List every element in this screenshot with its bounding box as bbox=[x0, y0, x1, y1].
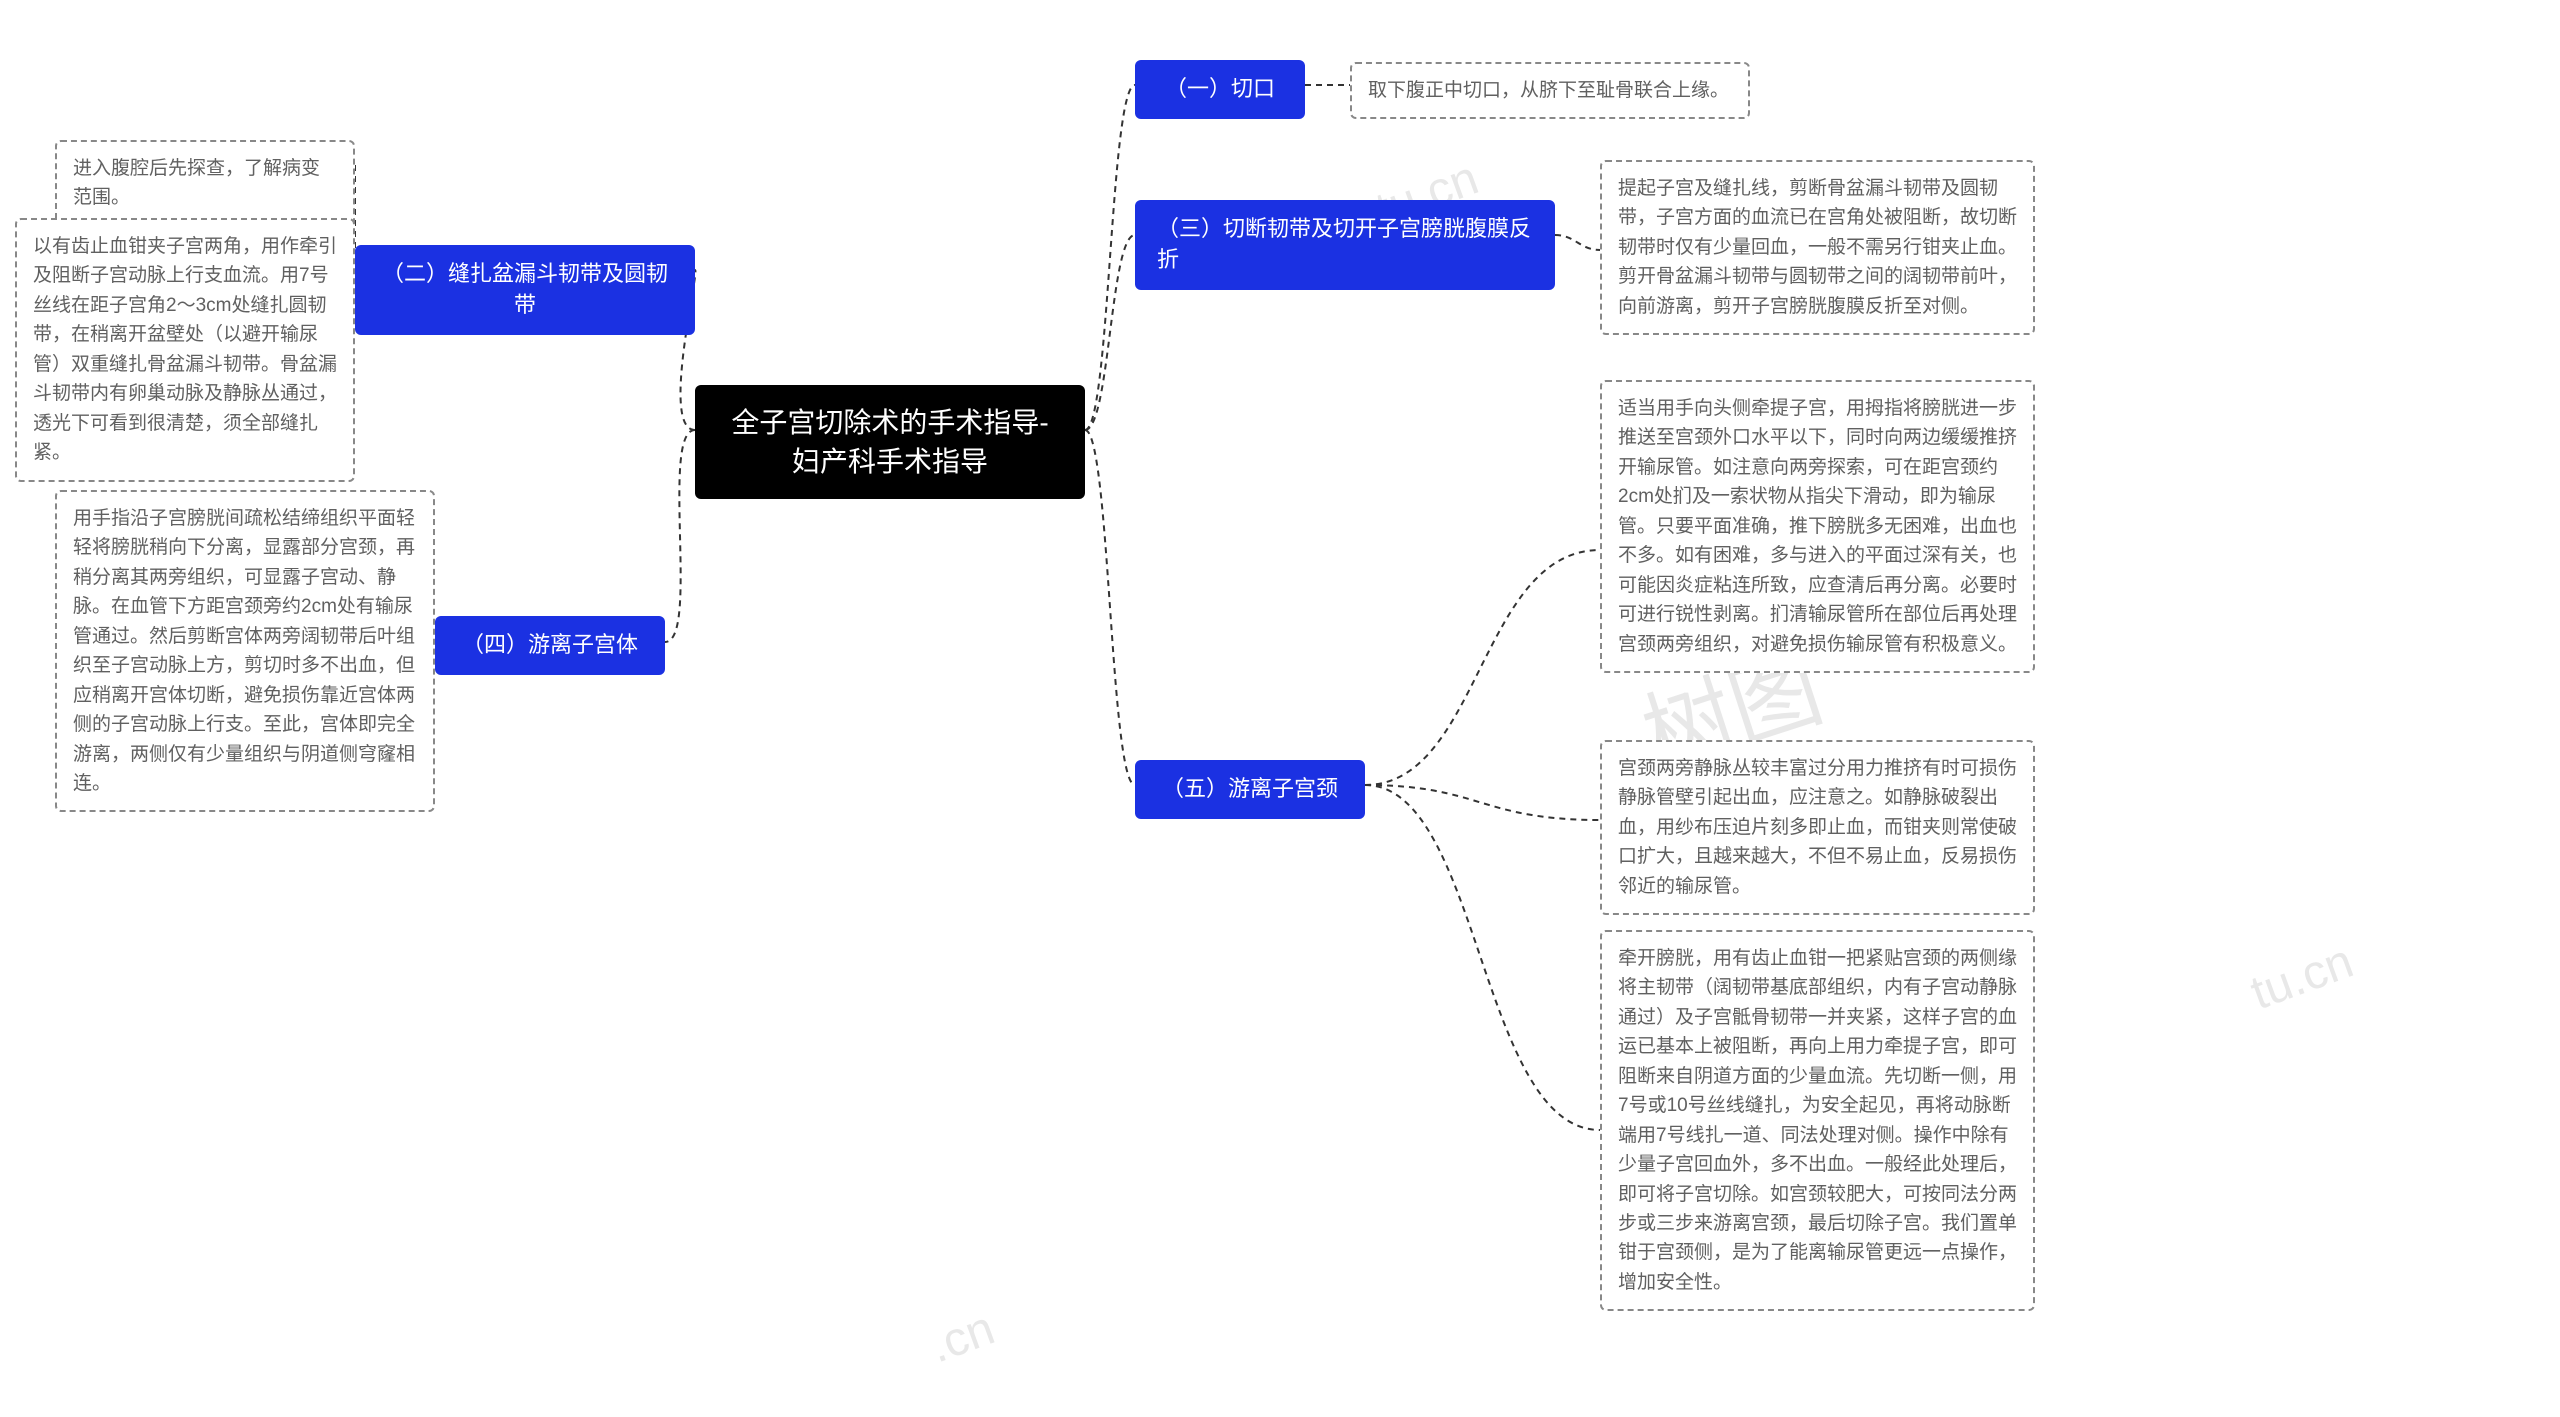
leaf-text: 提起子宫及缝扎线，剪断骨盆漏斗韧带及圆韧带，子宫方面的血流已在宫角处被阻断，故切… bbox=[1618, 178, 2017, 317]
section-1: （一）切口 bbox=[1135, 60, 1305, 119]
watermark: tu.cn bbox=[2244, 934, 2361, 1021]
section-3-label: （三）切断韧带及切开子宫膀胱腹膜反折 bbox=[1157, 216, 1531, 272]
section-4-leaf-a: 用手指沿子宫膀胱间疏松结缔组织平面轻轻将膀胱稍向下分离，显露部分宫颈，再稍分离其… bbox=[55, 490, 435, 812]
section-5-label: （五）游离子宫颈 bbox=[1162, 776, 1338, 801]
root-title: 全子宫切除术的手术指导-妇产科手术指导 bbox=[731, 407, 1048, 477]
section-4: （四）游离子宫体 bbox=[435, 616, 665, 675]
leaf-text: 以有齿止血钳夹子宫两角，用作牵引及阻断子宫动脉上行支血流。用7号丝线在距子宫角2… bbox=[33, 236, 337, 463]
watermark: .cn bbox=[923, 1301, 1002, 1375]
section-3: （三）切断韧带及切开子宫膀胱腹膜反折 bbox=[1135, 200, 1555, 290]
section-1-label: （一）切口 bbox=[1165, 76, 1275, 101]
section-2-leaf-a: 进入腹腔后先探查，了解病变范围。 bbox=[55, 140, 355, 227]
root-node: 全子宫切除术的手术指导-妇产科手术指导 bbox=[695, 385, 1085, 499]
section-5: （五）游离子宫颈 bbox=[1135, 760, 1365, 819]
section-2-label: （二）缝扎盆漏斗韧带及圆韧带 bbox=[382, 261, 668, 317]
section-1-leaf-a: 取下腹正中切口，从脐下至耻骨联合上缘。 bbox=[1350, 62, 1750, 119]
leaf-text: 牵开膀胱，用有齿止血钳一把紧贴宫颈的两侧缘将主韧带（阔韧带基底部组织，内有子宫动… bbox=[1618, 948, 2017, 1293]
section-5-leaf-c: 牵开膀胱，用有齿止血钳一把紧贴宫颈的两侧缘将主韧带（阔韧带基底部组织，内有子宫动… bbox=[1600, 930, 2035, 1311]
section-5-leaf-a: 适当用手向头侧牵提子宫，用拇指将膀胱进一步推送至宫颈外口水平以下，同时向两边缓缓… bbox=[1600, 380, 2035, 673]
leaf-text: 取下腹正中切口，从脐下至耻骨联合上缘。 bbox=[1368, 80, 1729, 101]
section-2: （二）缝扎盆漏斗韧带及圆韧带 bbox=[355, 245, 695, 335]
section-4-label: （四）游离子宫体 bbox=[462, 632, 638, 657]
section-2-leaf-b: 以有齿止血钳夹子宫两角，用作牵引及阻断子宫动脉上行支血流。用7号丝线在距子宫角2… bbox=[15, 218, 355, 482]
leaf-text: 进入腹腔后先探查，了解病变范围。 bbox=[73, 158, 320, 208]
section-3-leaf-a: 提起子宫及缝扎线，剪断骨盆漏斗韧带及圆韧带，子宫方面的血流已在宫角处被阻断，故切… bbox=[1600, 160, 2035, 335]
leaf-text: 宫颈两旁静脉丛较丰富过分用力推挤有时可损伤静脉管壁引起出血，应注意之。如静脉破裂… bbox=[1618, 758, 2017, 897]
leaf-text: 适当用手向头侧牵提子宫，用拇指将膀胱进一步推送至宫颈外口水平以下，同时向两边缓缓… bbox=[1618, 398, 2017, 655]
section-5-leaf-b: 宫颈两旁静脉丛较丰富过分用力推挤有时可损伤静脉管壁引起出血，应注意之。如静脉破裂… bbox=[1600, 740, 2035, 915]
leaf-text: 用手指沿子宫膀胱间疏松结缔组织平面轻轻将膀胱稍向下分离，显露部分宫颈，再稍分离其… bbox=[73, 508, 415, 794]
